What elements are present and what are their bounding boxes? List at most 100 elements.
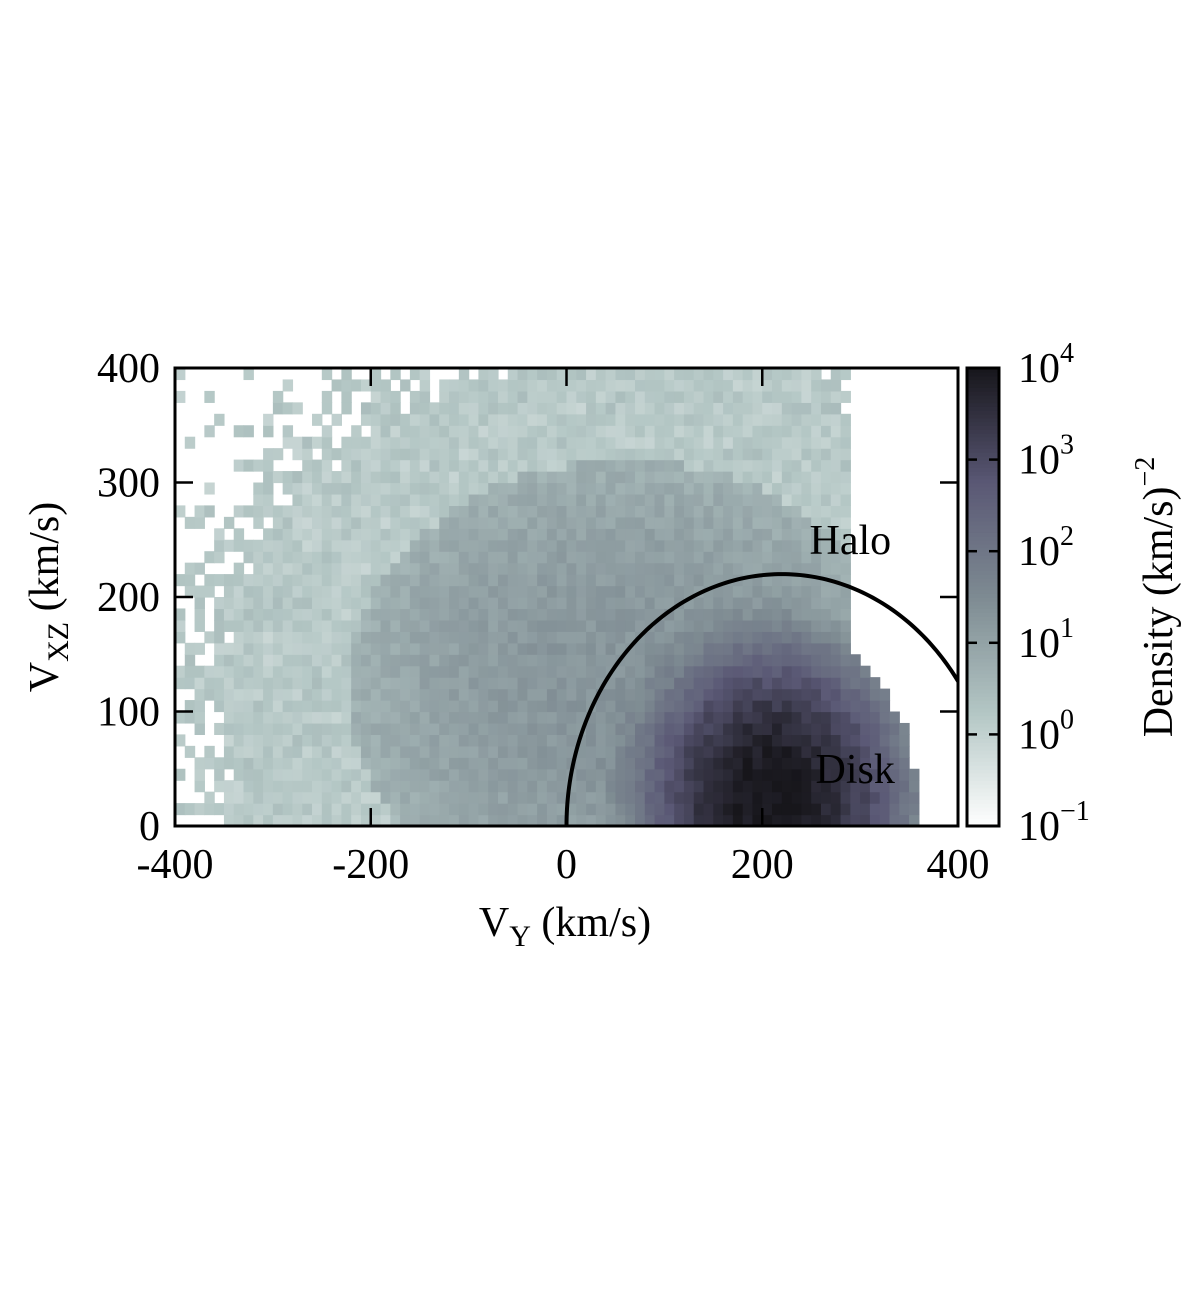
heatmap-cell bbox=[468, 711, 480, 724]
heatmap-cell bbox=[811, 768, 822, 781]
heatmap-cell bbox=[723, 505, 734, 518]
heatmap-cell bbox=[331, 688, 342, 701]
heatmap-cell bbox=[566, 516, 577, 529]
heatmap-cell bbox=[331, 539, 342, 552]
heatmap-cell bbox=[233, 711, 245, 724]
heatmap-cell bbox=[263, 562, 274, 575]
heatmap-cell bbox=[468, 745, 480, 758]
heatmap-cell bbox=[752, 482, 763, 495]
colorbar-segment bbox=[967, 539, 999, 545]
heatmap-cell bbox=[683, 562, 695, 575]
heatmap-cell bbox=[370, 471, 382, 484]
heatmap-cell bbox=[801, 425, 812, 438]
heatmap-cell bbox=[517, 448, 528, 461]
heatmap-cell bbox=[370, 654, 382, 667]
heatmap-cell bbox=[556, 459, 568, 472]
heatmap-cell bbox=[370, 574, 382, 587]
heatmap-cell bbox=[772, 791, 783, 804]
heatmap-cell bbox=[507, 551, 519, 564]
heatmap-cell bbox=[752, 711, 763, 724]
heatmap-cell bbox=[351, 665, 362, 678]
heatmap-cell bbox=[400, 608, 411, 621]
heatmap-cell bbox=[175, 505, 186, 518]
heatmap-cell bbox=[546, 585, 558, 598]
heatmap-cell bbox=[468, 585, 480, 598]
heatmap-cell bbox=[830, 803, 842, 816]
heatmap-cell bbox=[644, 585, 656, 598]
heatmap-cell bbox=[625, 585, 636, 598]
heatmap-cell bbox=[458, 585, 470, 598]
heatmap-cell bbox=[625, 493, 636, 506]
heatmap-cell bbox=[351, 551, 362, 564]
heatmap-cell bbox=[674, 700, 685, 713]
heatmap-cell bbox=[566, 539, 577, 552]
heatmap-cell bbox=[370, 551, 382, 564]
heatmap-cell bbox=[214, 608, 225, 621]
heatmap-cell bbox=[644, 413, 656, 426]
heatmap-cell bbox=[419, 482, 431, 495]
heatmap-cell bbox=[302, 528, 313, 541]
heatmap-cell bbox=[468, 642, 480, 655]
heatmap-cell bbox=[781, 642, 793, 655]
heatmap-cell bbox=[811, 390, 822, 403]
heatmap-cell bbox=[635, 562, 646, 575]
heatmap-cell bbox=[351, 768, 362, 781]
heatmap-cell bbox=[233, 528, 245, 541]
heatmap-cell bbox=[791, 745, 802, 758]
heatmap-cell bbox=[497, 814, 509, 826]
heatmap-cell bbox=[644, 562, 656, 575]
heatmap-cell bbox=[683, 493, 695, 506]
heatmap-cell bbox=[527, 757, 538, 770]
heatmap-cell bbox=[781, 597, 793, 610]
heatmap-cell bbox=[272, 574, 284, 587]
heatmap-cell bbox=[811, 459, 822, 472]
heatmap-cell bbox=[429, 402, 440, 415]
heatmap-cell bbox=[625, 516, 636, 529]
disk-halo-boundary-curve bbox=[564, 572, 958, 826]
heatmap-cell bbox=[233, 539, 245, 552]
heatmap-cell bbox=[223, 722, 235, 735]
heatmap-cell bbox=[409, 585, 421, 598]
heatmap-cell bbox=[693, 551, 705, 564]
heatmap-cell bbox=[292, 471, 303, 484]
heatmap-cell bbox=[439, 608, 450, 621]
heatmap-cell bbox=[556, 551, 568, 564]
heatmap-cell bbox=[840, 539, 851, 552]
heatmap-cell bbox=[850, 734, 861, 747]
heatmap-cell bbox=[772, 768, 783, 781]
heatmap-cell bbox=[517, 677, 528, 690]
heatmap-cell bbox=[390, 551, 401, 564]
heatmap-cell bbox=[409, 791, 421, 804]
heatmap-cell bbox=[468, 379, 480, 392]
heatmap-cell bbox=[449, 722, 460, 735]
heatmap-cell bbox=[644, 505, 656, 518]
heatmap-cell bbox=[762, 574, 773, 587]
heatmap-cell bbox=[664, 493, 675, 506]
heatmap-cell bbox=[556, 608, 568, 621]
heatmap-cell bbox=[664, 654, 675, 667]
heatmap-cell bbox=[556, 390, 568, 403]
heatmap-cell bbox=[576, 597, 587, 610]
heatmap-cell bbox=[400, 734, 411, 747]
heatmap-cell bbox=[409, 722, 421, 735]
heatmap-cell bbox=[527, 585, 538, 598]
heatmap-cell bbox=[400, 814, 411, 826]
heatmap-cell bbox=[595, 368, 607, 381]
heatmap-cell bbox=[664, 448, 675, 461]
heatmap-cell bbox=[272, 562, 284, 575]
heatmap-cell bbox=[488, 688, 499, 701]
heatmap-cell bbox=[605, 780, 617, 793]
heatmap-cell bbox=[820, 402, 832, 415]
heatmap-cell bbox=[762, 734, 773, 747]
heatmap-cell bbox=[693, 425, 705, 438]
heatmap-cell bbox=[850, 780, 861, 793]
heatmap-cell bbox=[468, 597, 480, 610]
heatmap-cell bbox=[654, 505, 665, 518]
heatmap-cell bbox=[537, 402, 548, 415]
heatmap-cell bbox=[693, 482, 705, 495]
heatmap-cell bbox=[527, 448, 538, 461]
heatmap-cell bbox=[850, 791, 861, 804]
heatmap-cell bbox=[204, 425, 215, 438]
heatmap-cell bbox=[791, 551, 802, 564]
heatmap-cell bbox=[546, 665, 558, 678]
